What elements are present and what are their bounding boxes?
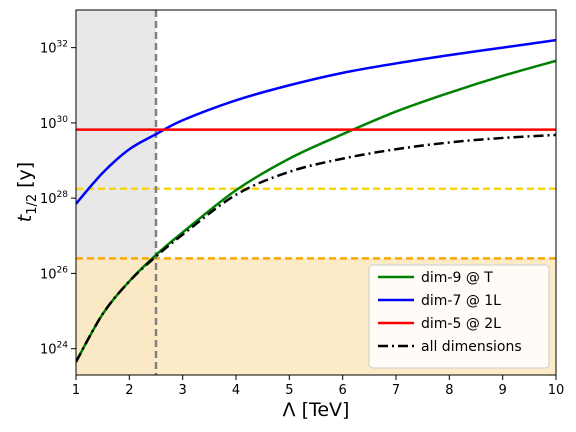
y-axis-label-symbol: t [14, 213, 36, 222]
x-tick-label: 5 [285, 383, 293, 398]
legend-entries: dim-9 @ T dim-7 @ 1L dim-5 @ 2L all dimensi… [378, 270, 522, 355]
x-tick-label: 1 [72, 383, 80, 398]
x-tick-label: 3 [179, 383, 187, 398]
y-axis-ticks: 1024 1026 1028 1030 1032 [40, 40, 76, 358]
x-axis-ticks: 1 2 3 4 5 6 7 8 9 10 [72, 375, 564, 398]
x-tick-label: 4 [232, 383, 240, 398]
legend: dim-9 @ T dim-7 @ 1L dim-5 @ 2L all dimensi… [368, 264, 550, 369]
legend-label-all-dimensions: all dimensions [421, 339, 522, 355]
legend-box [368, 264, 550, 369]
reference-lines [76, 10, 556, 375]
series-lines [76, 38, 556, 363]
y-tick-label: 1026 [40, 265, 68, 282]
y-axis-label-subscript: 1/2 [25, 194, 40, 215]
x-tick-label: 10 [548, 383, 565, 398]
y-tick-label: 1030 [40, 115, 68, 132]
series-line-all-dimensions [76, 133, 556, 363]
y-axis-label: t1/2 [y] [14, 162, 40, 222]
legend-label-dim-7-1l: dim-7 @ 1L [421, 293, 501, 309]
legend-label-dim-9-t: dim-9 @ T [421, 270, 493, 286]
series-line-dim-7-1l [76, 38, 556, 205]
x-tick-label: 6 [339, 383, 347, 398]
y-axis-label-unit: [y] [14, 162, 36, 188]
x-tick-label: 9 [499, 383, 507, 398]
x-tick-label: 2 [125, 383, 133, 398]
x-tick-label: 8 [445, 383, 453, 398]
y-tick-label: 1024 [40, 341, 68, 358]
legend-label-dim-5-2l: dim-5 @ 2L [421, 316, 501, 332]
y-tick-label: 1032 [40, 40, 68, 57]
x-tick-label: 7 [392, 383, 400, 398]
plot-frame [75, 9, 557, 376]
x-axis-label: Λ [TeV] [283, 399, 350, 421]
y-tick-label: 1028 [40, 190, 68, 207]
